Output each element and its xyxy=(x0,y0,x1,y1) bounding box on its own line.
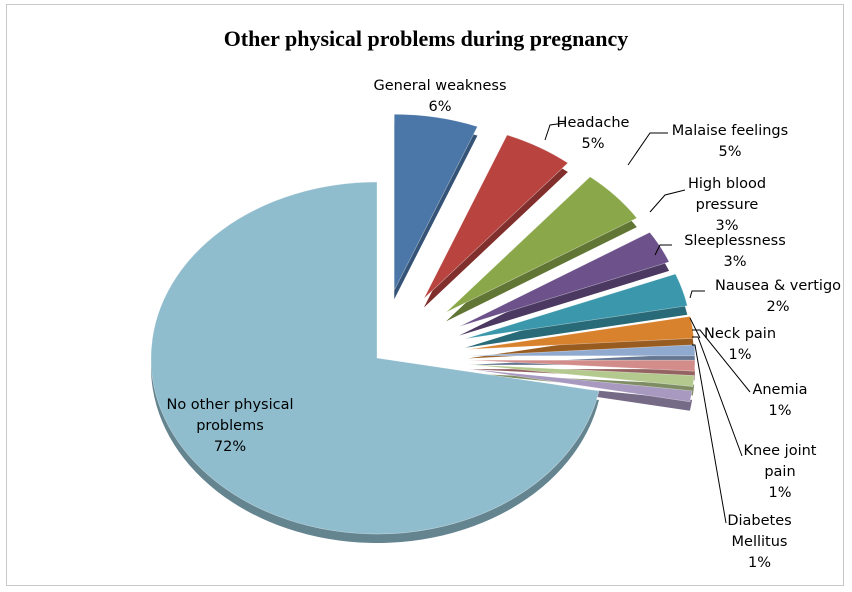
category-label: Headache xyxy=(556,115,630,131)
category-label: Sleeplessness xyxy=(684,233,786,249)
slice xyxy=(150,181,600,535)
value-label: 1% xyxy=(747,555,771,571)
value-label: 1% xyxy=(728,347,752,363)
value-label: 5% xyxy=(581,136,605,152)
value-label: 6% xyxy=(428,99,452,115)
value-label: 3% xyxy=(715,218,739,234)
leader-line xyxy=(692,329,751,393)
leader-line xyxy=(692,344,727,524)
leader-line xyxy=(649,189,686,213)
slice-label: General weakness 6% xyxy=(360,76,520,118)
slice-label: Headache 5% xyxy=(548,113,638,155)
category-label: Diabetes Mellitus xyxy=(727,513,792,550)
category-label: General weakness xyxy=(373,78,507,94)
chart-frame xyxy=(6,4,844,586)
category-label: Anemia xyxy=(752,382,808,398)
category-label: Knee joint pain xyxy=(743,443,817,480)
slice-label: Diabetes Mellitus 1% xyxy=(722,511,797,574)
slice xyxy=(468,316,695,350)
leader-line xyxy=(627,132,668,166)
leader-line xyxy=(692,336,743,457)
slice-label: Anemia 1% xyxy=(745,380,815,422)
slice-label: Nausea & vertigo 2% xyxy=(703,276,852,318)
slice xyxy=(458,231,670,327)
slice xyxy=(445,176,638,313)
slice-label: High blood pressure 3% xyxy=(672,174,782,237)
slice xyxy=(468,364,695,387)
value-label: 5% xyxy=(718,144,742,160)
category-label: Nausea & vertigo xyxy=(714,278,842,294)
leader-line xyxy=(689,290,705,299)
slice xyxy=(467,368,693,403)
value-label: 72% xyxy=(213,439,247,455)
value-label: 2% xyxy=(766,299,790,315)
chart-title: Other physical problems during pregnancy xyxy=(223,26,629,51)
slice-label: Knee joint pain 1% xyxy=(740,441,820,504)
value-label: 3% xyxy=(723,254,747,270)
leader-line xyxy=(544,122,566,141)
leader-line xyxy=(654,244,672,256)
category-label: Malaise feelings xyxy=(671,123,789,139)
category-label: High blood pressure xyxy=(687,176,767,213)
slice-label: Neck pain 1% xyxy=(700,324,780,366)
slice-label: Sleeplessness 3% xyxy=(665,231,805,273)
value-label: 1% xyxy=(768,403,792,419)
slice-label: Malaise feelings 5% xyxy=(660,121,800,163)
value-label: 1% xyxy=(768,485,792,501)
slice xyxy=(468,359,696,372)
slice xyxy=(465,273,688,340)
leader-line xyxy=(689,317,701,339)
slice-label: No other physical problems 72% xyxy=(160,395,300,458)
category-label: Neck pain xyxy=(703,326,777,342)
category-label: No other physical problems xyxy=(166,397,294,434)
slice xyxy=(393,113,478,291)
slice xyxy=(423,134,569,299)
